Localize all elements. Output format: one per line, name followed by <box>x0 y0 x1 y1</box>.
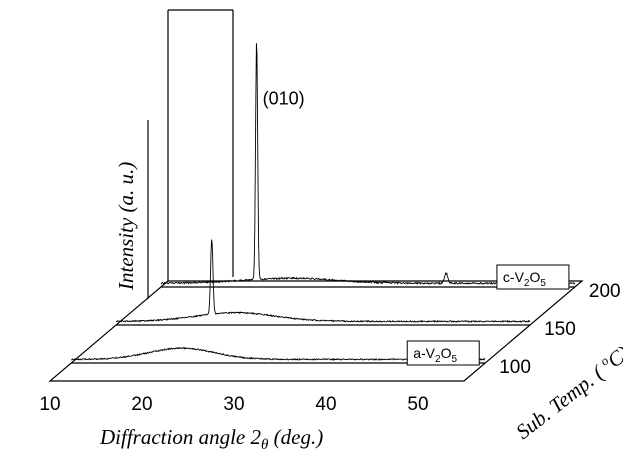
peak-annotation: (010) <box>263 89 305 109</box>
z-ticks-group: 100 150 200 <box>499 281 620 378</box>
x-tick-label: 50 <box>407 394 428 415</box>
x-tick-label: 40 <box>315 394 336 415</box>
x-ticks-group: 10 20 30 40 50 <box>39 394 428 415</box>
z-tick-label: 150 <box>544 319 576 340</box>
chart-frame <box>48 9 584 382</box>
x-tick-label: 10 <box>39 394 60 415</box>
x-tick-label: 30 <box>223 394 244 415</box>
series-group <box>71 43 576 364</box>
z-tick-label: 200 <box>589 281 621 302</box>
y-axis-label: Intensity (a. u.) <box>114 162 138 291</box>
legend-box: a-V2O5 <box>406 340 480 366</box>
svg-text:a-V2O5: a-V2O5 <box>413 345 457 365</box>
z-axis-label: Sub. Temp. ( oC) <box>511 340 623 444</box>
floor-plane <box>48 280 584 382</box>
legend-box: c-V2O5 <box>496 264 570 290</box>
annotations-group: (010) c-V2O5 a-V2O5 <box>263 89 570 366</box>
z-tick-label: 100 <box>499 357 531 378</box>
series-line <box>160 43 576 286</box>
x-tick-label: 20 <box>131 394 152 415</box>
x-axis-label: Diffraction angle 2θ (deg.) <box>99 425 323 450</box>
series-line <box>115 239 531 323</box>
svg-text:c-V2O5: c-V2O5 <box>503 269 546 289</box>
